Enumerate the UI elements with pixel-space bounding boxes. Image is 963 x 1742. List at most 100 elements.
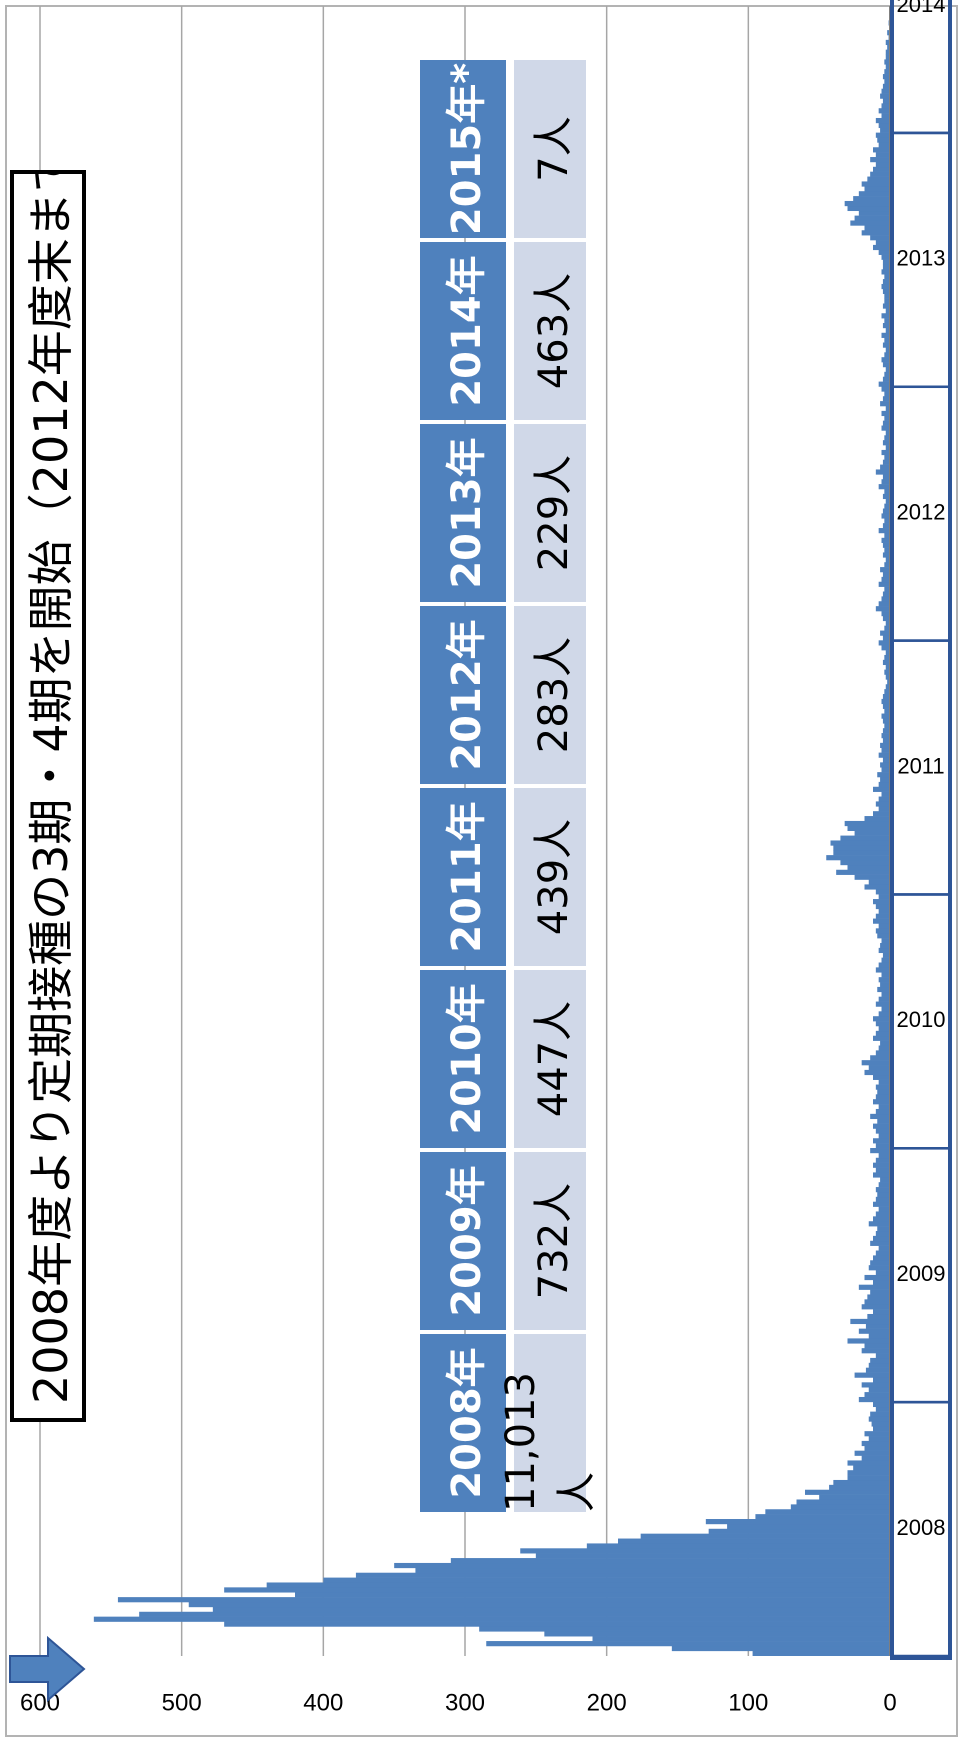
data-bar [868, 1362, 890, 1368]
table-header: 2015年* [420, 60, 506, 238]
data-bar [864, 1445, 890, 1451]
data-bar [880, 1177, 890, 1183]
data-bar [885, 54, 890, 60]
data-bar [858, 1396, 890, 1403]
data-bar [833, 850, 890, 856]
data-bar [875, 606, 890, 612]
data-bar [882, 74, 891, 80]
table-header: 2008年 [420, 1334, 506, 1512]
y-tick-label: 0 [883, 1689, 896, 1716]
data-bar [877, 1118, 890, 1124]
data-bar [861, 1304, 891, 1310]
data-bar [188, 1602, 890, 1608]
table-value: 447人 [514, 970, 586, 1148]
data-bar [885, 49, 890, 55]
data-bar [873, 811, 890, 817]
data-bar [885, 64, 890, 70]
data-bar [881, 576, 890, 583]
data-bar [295, 1592, 890, 1598]
data-bar [882, 757, 891, 763]
data-bar [884, 689, 890, 695]
data-bar [882, 420, 891, 426]
data-bar [840, 859, 891, 866]
data-bar [881, 991, 890, 997]
data-bar [854, 1372, 890, 1378]
data-bar [847, 205, 890, 212]
data-bar [870, 1240, 891, 1246]
data-bar [881, 449, 890, 456]
data-bar [755, 1514, 891, 1520]
data-bar [877, 1226, 890, 1232]
data-bar [885, 445, 890, 451]
data-bar [884, 625, 890, 631]
data-bar [881, 410, 890, 417]
table-value: 283人 [514, 606, 586, 784]
data-bar [875, 1167, 890, 1173]
data-bar [868, 1387, 890, 1393]
data-bar [868, 1333, 890, 1339]
y-tick-label: 400 [303, 1689, 343, 1716]
data-bar [885, 650, 890, 656]
data-bar [875, 1250, 890, 1256]
data-bar [833, 1479, 890, 1486]
x-tick-label: 2012 [897, 500, 946, 525]
data-bar [878, 996, 891, 1002]
x-tick-label: 2008 [897, 1515, 946, 1540]
data-bar [836, 869, 891, 875]
data-bar [875, 1157, 890, 1163]
data-bar [266, 1582, 890, 1588]
data-bar [884, 654, 890, 661]
data-bar [882, 703, 891, 709]
data-bar [878, 1133, 891, 1139]
data-bar [853, 196, 891, 202]
data-bar [884, 293, 890, 299]
data-bar [881, 611, 890, 617]
data-bar [861, 1060, 891, 1066]
data-bar [882, 279, 891, 285]
data-bar [224, 1587, 890, 1593]
data-bar [861, 1348, 891, 1354]
data-bar [873, 244, 890, 251]
data-bar [790, 1504, 890, 1510]
data-bar [870, 1148, 891, 1154]
data-bar [881, 698, 890, 705]
data-bar [878, 1245, 891, 1251]
data-bar [875, 117, 890, 124]
data-bar [875, 1353, 890, 1359]
x-tick-label: 2010 [897, 1007, 946, 1032]
table-value: 732人 [514, 1152, 586, 1330]
data-bar [881, 103, 890, 109]
data-bar [858, 1284, 890, 1290]
data-bar [850, 1318, 890, 1325]
data-bar [873, 1099, 890, 1105]
data-bar [885, 347, 890, 353]
y-tick-label: 200 [587, 1689, 627, 1716]
data-bar [880, 942, 890, 949]
data-bar [884, 708, 890, 714]
data-bar [840, 835, 891, 841]
data-bar [819, 1494, 891, 1500]
data-bar [885, 366, 890, 373]
data-bar [882, 440, 891, 446]
data-bar [880, 742, 890, 749]
data-bar [884, 454, 890, 460]
data-bar [878, 962, 891, 968]
data-bar [875, 1108, 890, 1115]
data-bar [878, 908, 891, 914]
data-bar [878, 640, 891, 646]
table-header: 2009年 [420, 1152, 506, 1330]
data-bar [878, 1152, 891, 1159]
data-bar [870, 1357, 891, 1364]
data-bar [870, 171, 891, 177]
data-bar [870, 1055, 891, 1061]
data-bar [847, 864, 890, 871]
data-bar [884, 391, 890, 397]
data-bar [884, 69, 890, 75]
data-bar [881, 537, 890, 543]
chart-title: 2008年度より定期接種の3期・4期を開始（2012年度末まで） [10, 170, 86, 1422]
data-bar [878, 1025, 891, 1032]
y-tick-label: 500 [162, 1689, 202, 1716]
x-tick-label: 2013 [897, 246, 946, 271]
data-bar [873, 1401, 890, 1408]
